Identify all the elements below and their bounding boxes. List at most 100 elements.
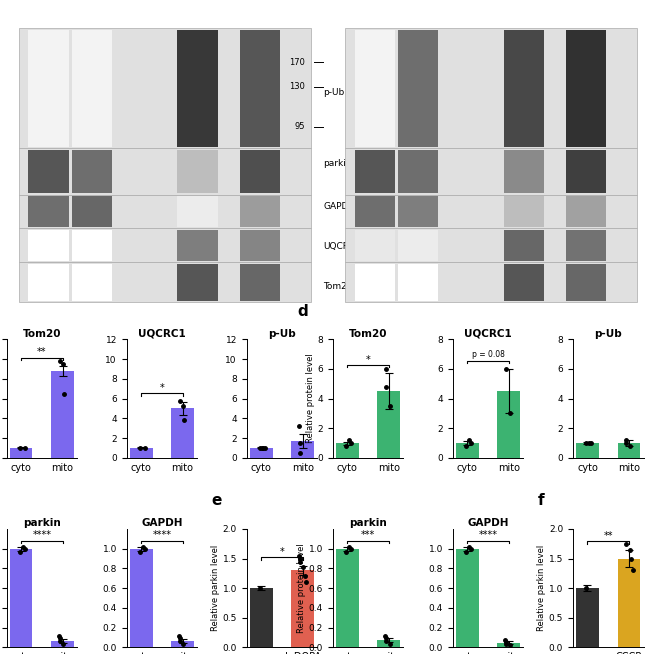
Bar bbox=[456, 549, 479, 647]
Bar bbox=[345, 194, 637, 228]
Text: parkin: parkin bbox=[324, 159, 352, 168]
Text: UQCRC1: UQCRC1 bbox=[324, 243, 361, 251]
Bar bbox=[504, 150, 544, 193]
Y-axis label: Relative protein level: Relative protein level bbox=[297, 543, 306, 633]
Text: Tom20: Tom20 bbox=[324, 283, 353, 292]
Bar bbox=[72, 196, 112, 227]
Title: UQCRC1: UQCRC1 bbox=[138, 328, 186, 339]
Y-axis label: Relative parkin level: Relative parkin level bbox=[211, 545, 220, 631]
Bar bbox=[171, 640, 194, 647]
Title: UQCRC1: UQCRC1 bbox=[464, 328, 512, 339]
Bar bbox=[19, 262, 311, 302]
Text: *: * bbox=[159, 383, 164, 392]
Y-axis label: Relative protein level: Relative protein level bbox=[306, 354, 315, 443]
Bar bbox=[497, 391, 520, 458]
Y-axis label: Relative parkin level: Relative parkin level bbox=[537, 545, 546, 631]
Text: d: d bbox=[298, 303, 308, 318]
Text: *: * bbox=[366, 354, 370, 364]
Bar bbox=[291, 441, 314, 458]
Bar bbox=[504, 29, 544, 146]
Bar bbox=[19, 148, 311, 194]
Bar bbox=[240, 150, 280, 193]
Bar bbox=[345, 228, 637, 262]
Bar bbox=[177, 29, 218, 146]
Bar bbox=[354, 29, 395, 146]
Title: parkin: parkin bbox=[349, 518, 387, 528]
Bar bbox=[504, 230, 544, 261]
Bar bbox=[177, 196, 218, 227]
Bar bbox=[250, 588, 272, 647]
Bar bbox=[130, 448, 153, 458]
Bar bbox=[28, 230, 69, 261]
Text: 170: 170 bbox=[289, 58, 305, 67]
Bar bbox=[28, 150, 69, 193]
Bar bbox=[497, 642, 520, 647]
Bar bbox=[51, 371, 74, 458]
Bar bbox=[618, 559, 640, 647]
Bar bbox=[566, 196, 606, 227]
Bar bbox=[398, 264, 438, 301]
Text: GAPDH: GAPDH bbox=[324, 202, 356, 211]
Bar bbox=[171, 409, 194, 458]
Bar bbox=[291, 570, 314, 647]
Bar bbox=[28, 29, 69, 146]
Bar bbox=[28, 196, 69, 227]
Bar bbox=[10, 448, 32, 458]
Title: p-Ub: p-Ub bbox=[268, 328, 296, 339]
Bar bbox=[354, 196, 395, 227]
Bar bbox=[240, 230, 280, 261]
Bar bbox=[504, 264, 544, 301]
Bar bbox=[566, 264, 606, 301]
Bar bbox=[240, 29, 280, 146]
Bar bbox=[250, 448, 272, 458]
Text: **: ** bbox=[603, 531, 613, 541]
Bar bbox=[504, 196, 544, 227]
Text: p = 0.08: p = 0.08 bbox=[472, 351, 504, 360]
Bar bbox=[576, 443, 599, 458]
Bar bbox=[130, 549, 153, 647]
Bar bbox=[177, 150, 218, 193]
Text: ***: *** bbox=[361, 530, 375, 540]
Bar bbox=[618, 443, 640, 458]
Text: 95: 95 bbox=[294, 122, 305, 131]
Bar bbox=[10, 549, 32, 647]
Bar bbox=[19, 28, 311, 148]
Bar bbox=[398, 196, 438, 227]
Bar bbox=[51, 640, 74, 647]
Bar bbox=[456, 443, 479, 458]
Text: f: f bbox=[538, 493, 544, 508]
Title: Tom20: Tom20 bbox=[349, 328, 387, 339]
Bar bbox=[345, 28, 637, 148]
Bar bbox=[566, 150, 606, 193]
Text: 130: 130 bbox=[289, 82, 305, 91]
Bar bbox=[336, 443, 359, 458]
Bar bbox=[240, 196, 280, 227]
Bar bbox=[345, 148, 637, 194]
Bar bbox=[72, 29, 112, 146]
Title: p-Ub: p-Ub bbox=[594, 328, 622, 339]
Bar bbox=[398, 230, 438, 261]
Bar bbox=[378, 391, 400, 458]
Bar bbox=[19, 228, 311, 262]
Bar bbox=[72, 150, 112, 193]
Bar bbox=[336, 549, 359, 647]
Bar bbox=[398, 150, 438, 193]
Bar bbox=[398, 29, 438, 146]
Text: *: * bbox=[280, 547, 284, 557]
Bar bbox=[566, 29, 606, 146]
Text: ****: **** bbox=[478, 530, 498, 540]
Text: e: e bbox=[211, 493, 222, 508]
Text: **: ** bbox=[37, 347, 47, 357]
Bar bbox=[177, 264, 218, 301]
Bar bbox=[354, 150, 395, 193]
Text: ****: **** bbox=[32, 530, 51, 540]
Bar bbox=[566, 230, 606, 261]
Title: parkin: parkin bbox=[23, 518, 60, 528]
Bar bbox=[345, 262, 637, 302]
Bar bbox=[576, 588, 599, 647]
Bar bbox=[72, 230, 112, 261]
Bar bbox=[378, 640, 400, 647]
Title: GAPDH: GAPDH bbox=[467, 518, 509, 528]
Bar bbox=[240, 264, 280, 301]
Text: ****: **** bbox=[152, 530, 172, 540]
